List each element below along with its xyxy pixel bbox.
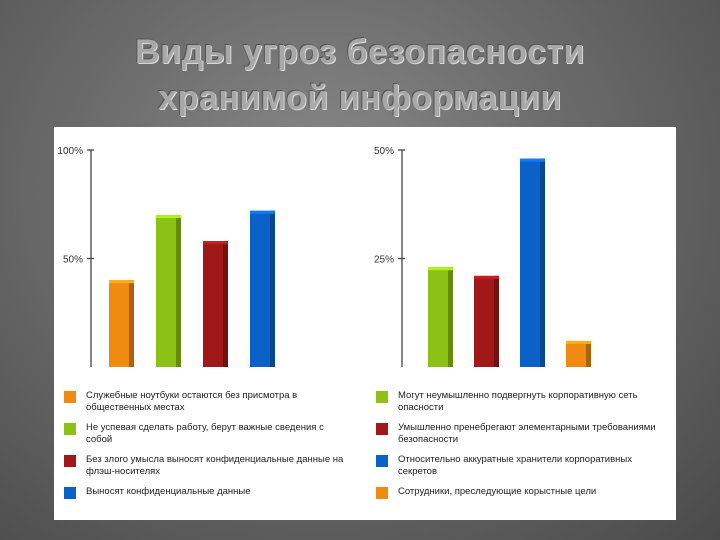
legend-label: Могут неумышленно подвергнуть корпоратив… <box>398 390 638 413</box>
bar-shade <box>448 267 453 367</box>
legend-swatch-orange <box>376 487 388 499</box>
bar-top <box>156 215 181 219</box>
bar-top <box>109 280 134 284</box>
legend-item: Без злого умысла выносят конфиденциальны… <box>64 454 351 478</box>
legend-label: Относительно аккуратные хранители корпор… <box>398 454 632 477</box>
bar-shade <box>270 210 275 367</box>
bar-top <box>566 340 591 344</box>
legend-swatch-red <box>376 423 388 435</box>
legend-item: Умышленно пренебрегают элементарными тре… <box>376 422 663 446</box>
legend-swatch-red <box>64 455 76 467</box>
chart-panel: 100% 50% 50% 25% Служебные ноутбуки остаютс… <box>54 127 676 520</box>
legend-label: Выносят конфиденциальные данные <box>86 486 251 497</box>
bar-shade <box>176 215 181 367</box>
legend-swatch-blue <box>64 487 76 499</box>
legend-label: Умышленно пренебрегают элементарными тре… <box>398 422 656 445</box>
bar-shade <box>540 158 545 367</box>
legend-item: Выносят конфиденциальные данные <box>64 486 351 499</box>
legend-swatch-green <box>376 391 388 403</box>
bar-shade <box>223 241 228 367</box>
chart-2: 50% 25% <box>374 146 591 367</box>
legend-item: Относительно аккуратные хранители корпор… <box>376 454 663 478</box>
legend-swatch-blue <box>376 455 388 467</box>
charts-svg: 100% 50% 50% 25% <box>57 146 591 367</box>
legend-item: Могут неумышленно подвергнуть корпоратив… <box>376 390 663 414</box>
bar-shade <box>129 280 134 367</box>
y-tick-label: 25% <box>374 255 394 266</box>
legend-label: Не успевая сделать работу, берут важные … <box>86 422 324 445</box>
legend-item: Сотрудники, преследующие корыстные цели <box>376 486 663 499</box>
bar-shade <box>586 340 591 367</box>
chart-1: 100% 50% <box>57 146 275 367</box>
title-line-1: Виды угроз безопасности <box>135 33 585 71</box>
legend-label: Сотрудники, преследующие корыстные цели <box>398 486 597 497</box>
bar-top <box>250 210 275 214</box>
legend-item: Не успевая сделать работу, берут важные … <box>64 422 351 446</box>
y-tick-label: 50% <box>63 255 83 266</box>
legend-label: Служебные ноутбуки остаются без присмотр… <box>86 390 298 413</box>
legend-swatch-green <box>64 423 76 435</box>
bar-top <box>428 267 453 271</box>
legend-item: Служебные ноутбуки остаются без присмотр… <box>64 390 351 414</box>
bar-top <box>520 158 545 162</box>
bar-top <box>203 241 228 245</box>
legend-label: Без злого умысла выносят конфиденциальны… <box>86 454 344 477</box>
y-tick-label: 100% <box>57 146 83 157</box>
legend-swatch-orange <box>64 391 76 403</box>
title-line-2: хранимой информации <box>158 79 562 117</box>
bar-top <box>474 275 499 279</box>
y-tick-label: 50% <box>374 146 394 157</box>
bar-shade <box>494 275 499 367</box>
